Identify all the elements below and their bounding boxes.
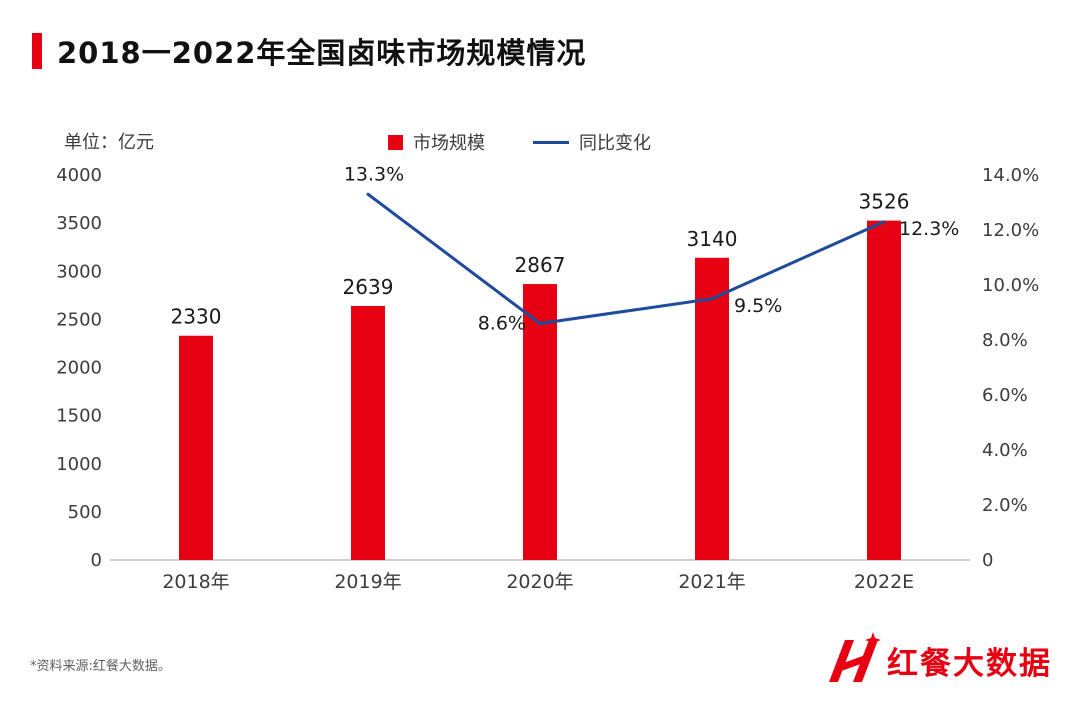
right-axis-tick: 4.0% <box>982 440 1028 461</box>
left-axis-tick: 1500 <box>56 406 102 427</box>
line-point-label: 13.3% <box>344 163 404 185</box>
chart-legend: 市场规模 同比变化 <box>388 129 651 155</box>
line-point-label: 8.6% <box>478 313 526 335</box>
left-axis-tick: 2000 <box>56 358 102 379</box>
bar-value-label: 2867 <box>515 253 566 277</box>
left-axis-tick: 3000 <box>56 261 102 282</box>
left-axis-tick: 1000 <box>56 454 102 475</box>
bar-value-label: 3526 <box>859 190 910 214</box>
right-axis-tick: 14.0% <box>982 165 1039 186</box>
yoy-line <box>366 192 886 325</box>
title-accent-bar <box>32 33 42 69</box>
x-axis-label: 2018年 <box>162 571 229 593</box>
bar <box>867 220 901 560</box>
bar-value-label: 3140 <box>687 227 738 251</box>
bar <box>351 305 385 560</box>
bar <box>695 257 729 560</box>
x-axis-label: 2021年 <box>678 571 745 593</box>
line-point-label: 12.3% <box>899 218 959 240</box>
x-axis-label: 2019年 <box>334 571 401 593</box>
page-title: 2018一2022年全国卤味市场规模情况 <box>57 36 587 70</box>
right-axis-tick: 8.0% <box>982 330 1028 351</box>
left-axis-tick: 3500 <box>56 213 102 234</box>
legend-item-market-size: 市场规模 <box>388 129 485 155</box>
left-axis-tick: 4000 <box>56 165 102 186</box>
left-axis-tick: 2500 <box>56 309 102 330</box>
right-axis-tick: 12.0% <box>982 220 1039 241</box>
line-point-label: 9.5% <box>734 295 782 317</box>
unit-label: 单位：亿元 <box>64 132 154 153</box>
right-axis-tick: 6.0% <box>982 385 1028 406</box>
line-series-swatch <box>533 140 569 144</box>
left-axis-tick: 500 <box>68 502 102 523</box>
bar <box>179 335 213 560</box>
bar-value-label: 2639 <box>343 275 394 299</box>
logo-h-icon <box>829 632 881 682</box>
legend-label-market-size: 市场规模 <box>413 133 485 154</box>
right-axis-tick: 2.0% <box>982 495 1028 516</box>
source-note: *资料来源:红餐大数据。 <box>30 659 171 674</box>
legend-item-yoy: 同比变化 <box>533 129 651 155</box>
brand-logo: 红餐大数据 <box>821 632 1052 688</box>
left-axis-tick: 0 <box>91 550 102 571</box>
bar-value-label: 2330 <box>171 305 222 329</box>
x-axis-label: 2020年 <box>506 571 573 593</box>
header: 2018一2022年全国卤味市场规模情况 <box>32 30 586 72</box>
x-axis-label: 2022E <box>854 571 914 593</box>
right-axis-tick: 10.0% <box>982 275 1039 296</box>
right-axis-tick: 0 <box>982 550 993 571</box>
bar <box>523 284 557 560</box>
logo-text: 红餐大数据 <box>887 645 1052 682</box>
bar-series-swatch <box>388 134 403 150</box>
legend-label-yoy: 同比变化 <box>579 133 651 154</box>
